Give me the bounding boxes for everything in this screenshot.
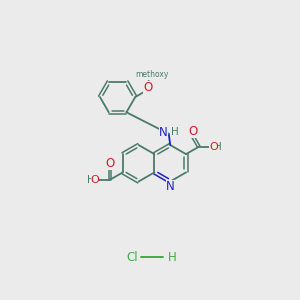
Text: H: H bbox=[168, 251, 176, 264]
Text: methoxy: methoxy bbox=[136, 70, 169, 79]
Text: O: O bbox=[143, 81, 153, 94]
Text: N: N bbox=[159, 125, 168, 139]
Text: H: H bbox=[214, 142, 222, 152]
Text: Cl: Cl bbox=[126, 251, 138, 264]
Text: N: N bbox=[166, 180, 175, 193]
Text: O: O bbox=[209, 142, 218, 152]
Text: O: O bbox=[189, 125, 198, 138]
Text: H: H bbox=[171, 127, 179, 137]
Text: O: O bbox=[91, 175, 99, 185]
Text: O: O bbox=[105, 157, 115, 170]
Text: H: H bbox=[87, 175, 94, 185]
